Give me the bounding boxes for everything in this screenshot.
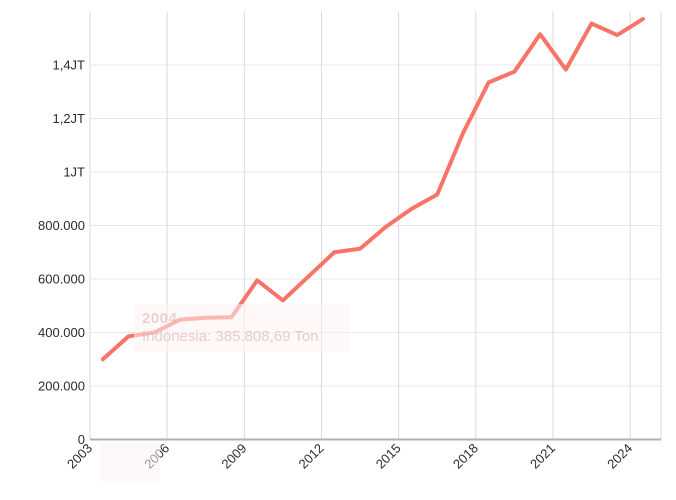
x-tick-label: 2003 [64, 441, 95, 472]
x-tick-label: 2024 [604, 441, 635, 472]
y-tick-label: 1,2JT [52, 111, 85, 126]
y-tick-label: 1,4JT [52, 58, 85, 73]
x-tick-label: 2006 [141, 441, 172, 472]
x-tick-label: 2021 [527, 441, 558, 472]
y-tick-label: 1JT [63, 165, 85, 180]
x-tick-label: 2018 [450, 441, 481, 472]
y-tick-label: 800.000 [38, 218, 85, 233]
x-tick-label: 2012 [296, 441, 327, 472]
data-line-indonesia[interactable] [100, 16, 645, 362]
y-tick-label: 400.000 [38, 325, 85, 340]
y-tick-label: 200.000 [38, 379, 85, 394]
y-tick-label: 600.000 [38, 272, 85, 287]
x-tick-label: 2015 [373, 441, 404, 472]
y-tick-label: 0 [78, 432, 85, 447]
x-tick-label: 2009 [218, 441, 249, 472]
